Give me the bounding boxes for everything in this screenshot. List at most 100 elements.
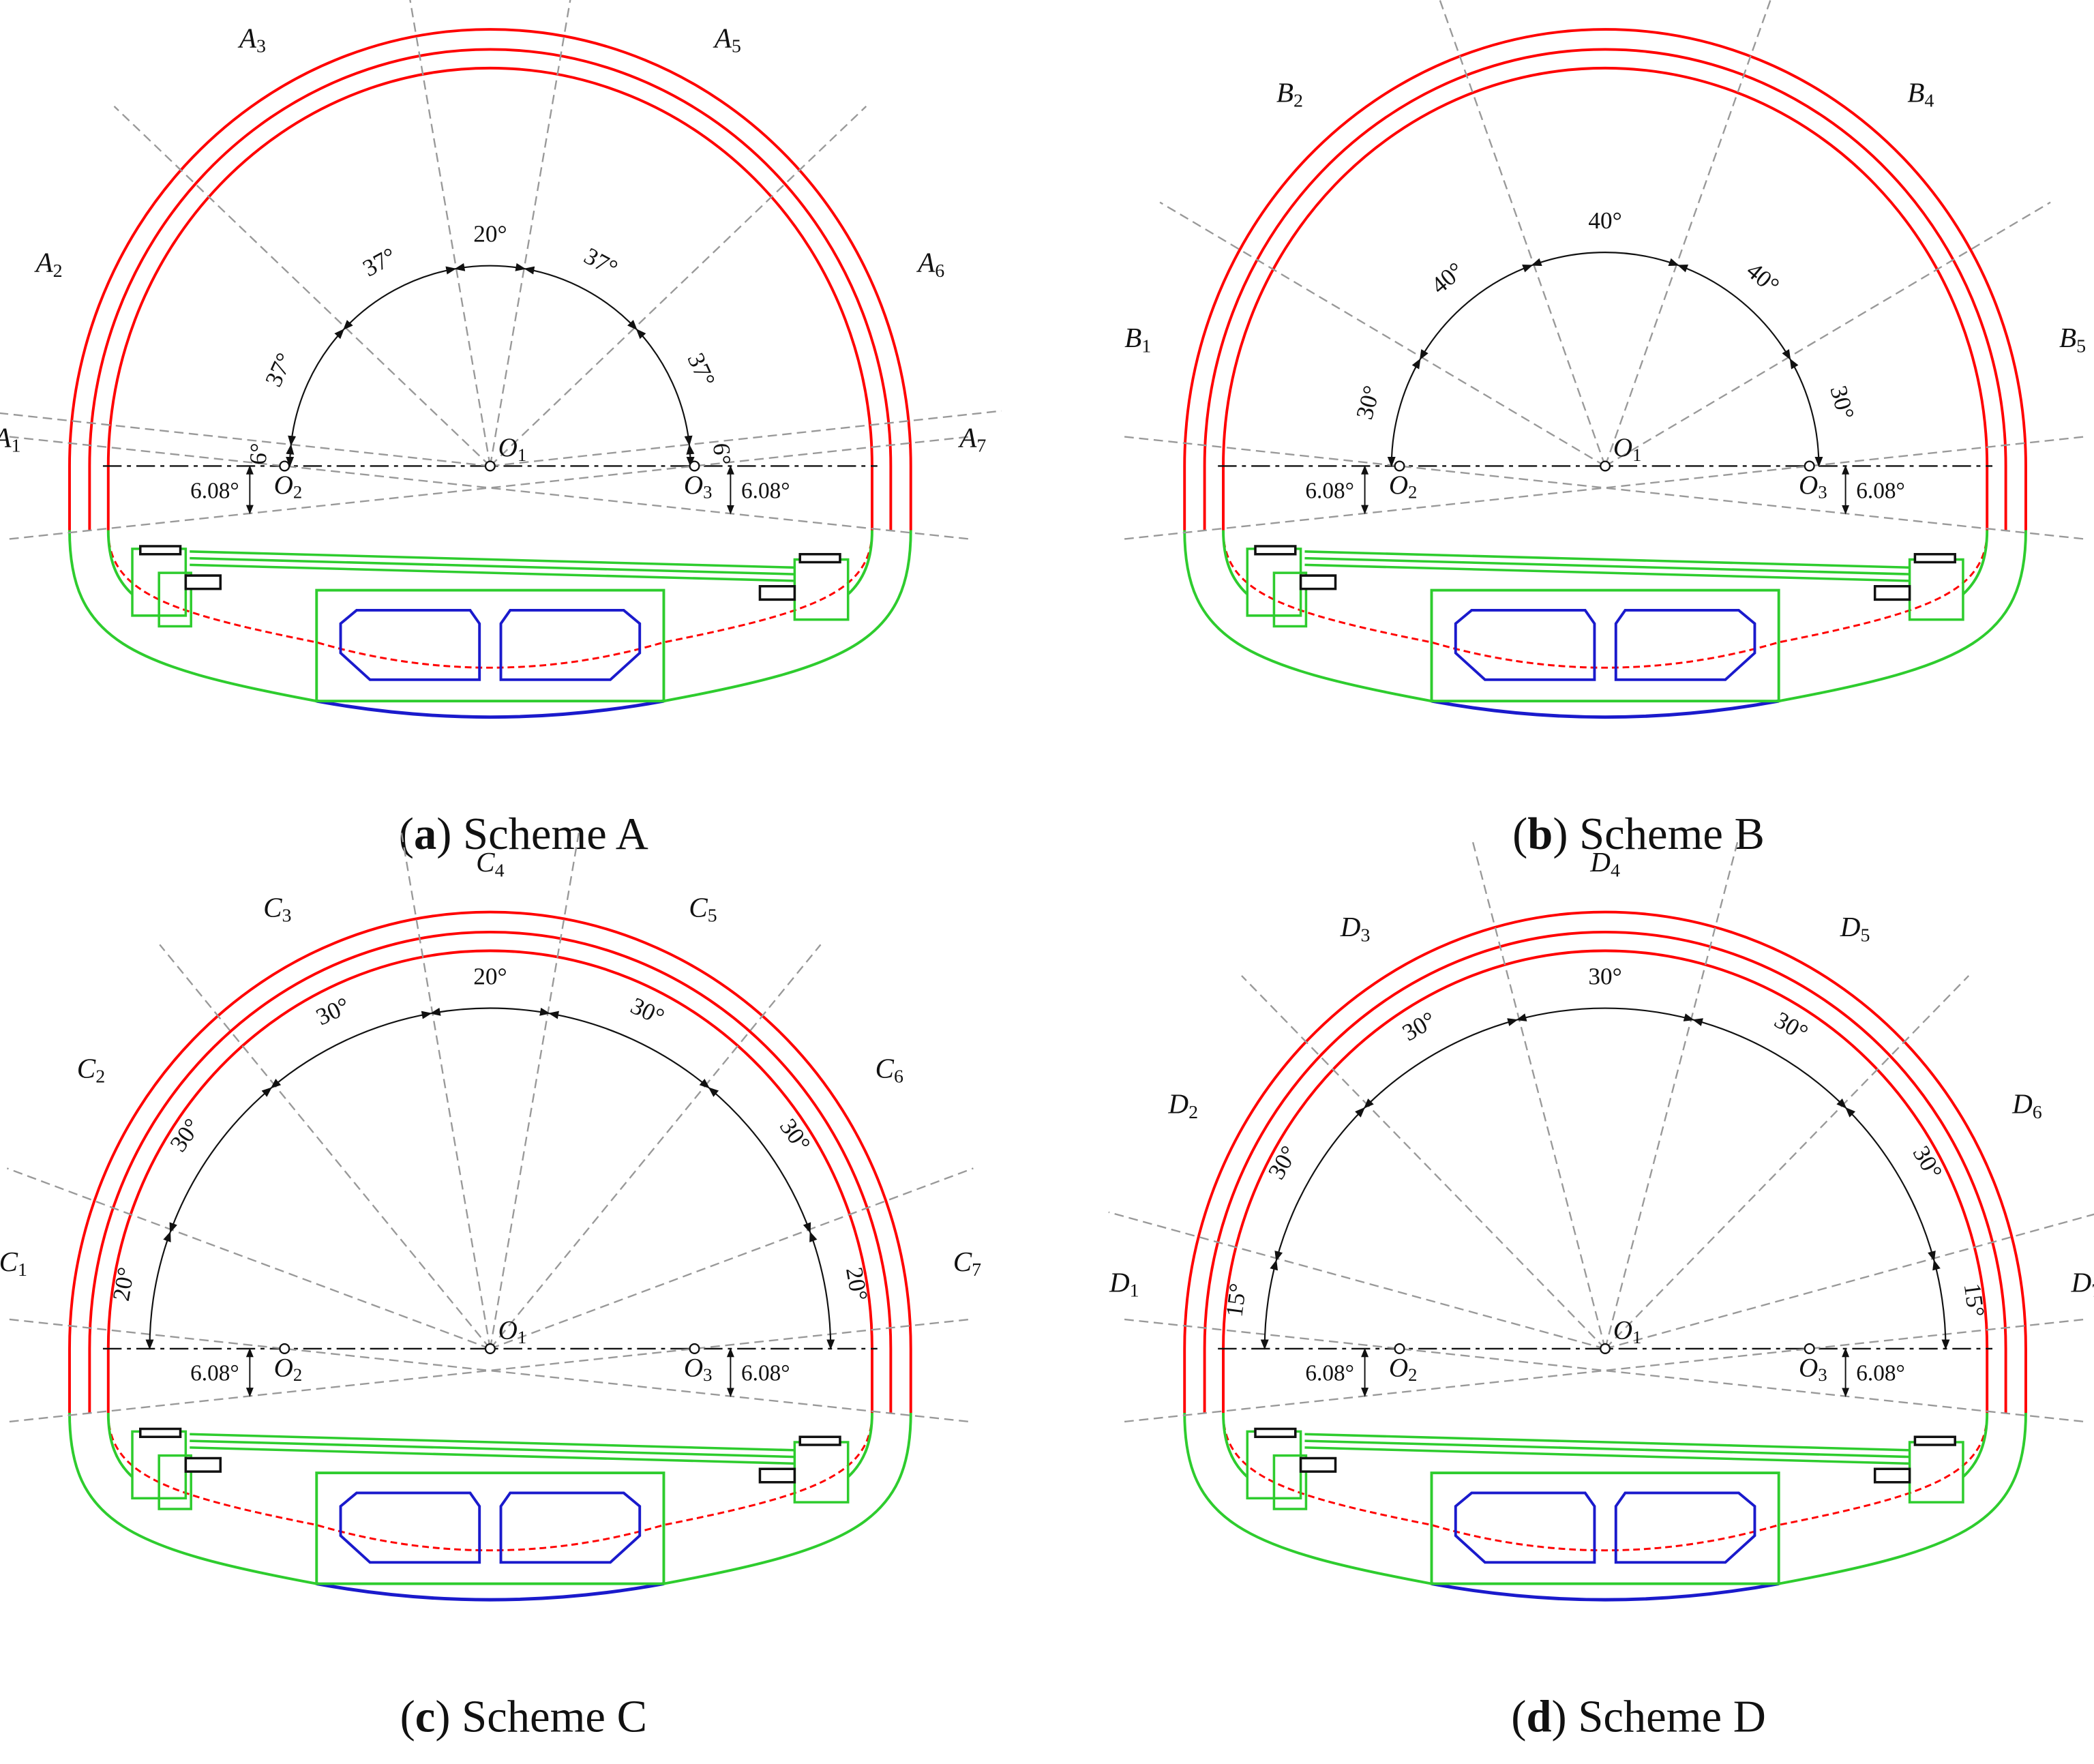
joint-label: D7 — [2071, 1267, 2094, 1302]
angle-label: 37° — [260, 349, 298, 391]
joint-label-index: 4 — [1611, 861, 1620, 882]
joint-label: C3 — [263, 892, 291, 927]
caption: (d) Scheme D — [1511, 1692, 1766, 1742]
angle-label: 6° — [245, 443, 273, 466]
joint-label: A2 — [33, 247, 62, 282]
center-label-index: 3 — [703, 482, 712, 503]
box-girder — [339, 1491, 642, 1564]
center-label: O3 — [684, 470, 713, 503]
offset-angle-label: 6.08° — [741, 1361, 790, 1386]
offset-angle-label: 6.08° — [741, 478, 790, 503]
joint-label-letter: D — [1340, 911, 1361, 942]
caption-text: ) Scheme C — [435, 1692, 647, 1742]
panel: 6.08°6.08°6°A137°A237°A320°A437°A537°A66… — [0, 0, 1002, 719]
angle-dim — [1677, 265, 1791, 361]
joint-label-letter: A — [957, 422, 977, 453]
offset-angle-label: 6.08° — [1856, 1361, 1905, 1386]
joint-label-letter: D — [1167, 1088, 1188, 1120]
center-label-letter: O — [1389, 1353, 1408, 1382]
invert-outer — [663, 530, 912, 703]
joint-label-index: 6 — [894, 1066, 903, 1088]
joint-label: A6 — [916, 247, 944, 282]
joint-label-index: 5 — [708, 906, 717, 927]
joint-label-index: 2 — [1293, 91, 1303, 112]
angle-dim — [1274, 1107, 1366, 1262]
joint-line — [490, 1167, 974, 1350]
angle-dim — [1531, 252, 1679, 267]
center-point — [1600, 460, 1611, 472]
joint-label-letter: D — [1840, 911, 1861, 942]
offset-angle-label: 6.08° — [190, 478, 239, 503]
angle-label: 6° — [708, 443, 736, 466]
angle-label: 15° — [1221, 1282, 1251, 1319]
angle-label: 37° — [682, 349, 720, 391]
invert-inner-edge — [106, 530, 873, 595]
offset-angle-label: 6.08° — [190, 1361, 239, 1386]
rail — [139, 545, 841, 601]
center-label-letter: O — [684, 1353, 703, 1382]
caption-open: ( — [1512, 809, 1527, 859]
center-point — [1394, 460, 1405, 472]
invert-bottom — [1431, 699, 1780, 719]
slab-line — [190, 550, 795, 569]
center-label-index: 2 — [293, 1364, 302, 1385]
center-label-index: 3 — [1818, 482, 1827, 503]
joint-label: B5 — [2059, 322, 2086, 357]
joint-line — [1108, 1211, 1606, 1350]
joint-label-letter: C — [689, 892, 708, 923]
angle-label: 20° — [473, 221, 507, 248]
joint-label-letter: A — [237, 23, 257, 54]
angle-dim — [342, 266, 457, 331]
center-label-index: 1 — [518, 445, 526, 465]
joint-label-letter: C — [476, 846, 495, 878]
caption-open: ( — [400, 1692, 415, 1742]
angle-dim — [1419, 265, 1534, 361]
lining-arc — [68, 28, 912, 530]
joint-label-letter: A — [916, 247, 936, 278]
joint-label: C2 — [77, 1053, 105, 1088]
slab-line — [190, 556, 795, 575]
angle-label: 30° — [1770, 1006, 1812, 1046]
joint-label-letter: B — [2059, 322, 2076, 353]
invert-inner — [1222, 1412, 1988, 1552]
center-label: O2 — [274, 470, 303, 503]
slab-line — [1304, 1446, 1910, 1465]
lining-arc — [88, 48, 893, 530]
angle-dim — [1387, 358, 1421, 467]
caption: (b) Scheme B — [1512, 809, 1765, 859]
joint-label: D1 — [1109, 1267, 1139, 1302]
center-point — [484, 460, 496, 472]
joint-line — [489, 944, 822, 1349]
angle-label: 30° — [1398, 1006, 1440, 1046]
base-block — [1430, 1471, 1780, 1585]
slab-line — [1304, 550, 1910, 569]
angle-label: 40° — [1741, 257, 1784, 299]
joint-label-index: 1 — [1130, 1281, 1139, 1302]
center-point — [689, 460, 700, 472]
slab-line — [1304, 1433, 1910, 1452]
joint-line — [6, 1167, 491, 1350]
angle-dim — [1789, 358, 1823, 467]
angle-label: 30° — [1351, 383, 1385, 422]
joint-label-letter: B — [1124, 322, 1141, 353]
caption-open: ( — [1511, 1692, 1526, 1742]
joint-label-index: 7 — [972, 1260, 981, 1281]
joint-line — [1471, 839, 1606, 1349]
lining-arc — [1183, 28, 2027, 530]
center-label-letter: O — [1389, 470, 1408, 500]
offset-line — [9, 1318, 971, 1423]
joint-line — [1604, 975, 1970, 1349]
caption-letter: a — [414, 809, 436, 859]
invert-inner — [107, 1412, 873, 1552]
lining-arc — [106, 66, 873, 530]
joint-label: D4 — [1589, 846, 1620, 881]
joint-label: C7 — [953, 1246, 981, 1281]
center-label: O3 — [1799, 470, 1827, 503]
base-block — [315, 588, 665, 703]
invert-bottom — [1431, 1582, 1780, 1602]
offset-line — [1124, 436, 2086, 540]
joint-line — [490, 106, 867, 467]
center-label: O2 — [1389, 470, 1418, 503]
center-label: O2 — [1389, 1353, 1418, 1385]
invert-outer — [68, 1412, 317, 1585]
